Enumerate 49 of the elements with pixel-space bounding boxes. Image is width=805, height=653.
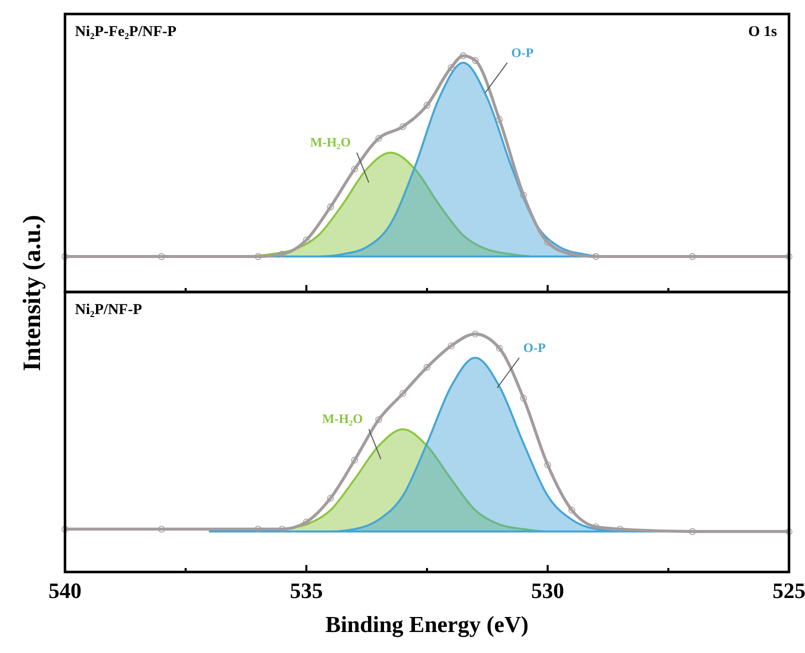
point	[424, 364, 430, 371]
point	[448, 64, 455, 71]
x-tick-label: 535	[290, 578, 323, 603]
point	[424, 102, 430, 109]
point	[460, 52, 467, 60]
point	[568, 506, 576, 514]
point	[520, 394, 527, 402]
point	[278, 526, 286, 533]
text: O-P	[511, 44, 534, 60]
point	[399, 123, 406, 130]
point	[158, 253, 165, 260]
point	[592, 253, 600, 260]
point	[375, 416, 382, 424]
point	[472, 330, 479, 338]
point	[327, 204, 334, 210]
point	[520, 192, 527, 199]
point	[689, 528, 696, 535]
point	[351, 166, 358, 173]
point	[327, 494, 334, 502]
point	[616, 526, 624, 533]
x-tick-label: 525	[772, 578, 805, 603]
point	[448, 342, 455, 350]
text: O-P	[523, 340, 546, 355]
point	[351, 456, 358, 464]
point	[592, 523, 600, 530]
point	[472, 57, 479, 64]
point	[302, 518, 310, 526]
y-axis-title: Intensity (a.u.)	[19, 214, 46, 372]
point	[254, 526, 262, 533]
point	[254, 253, 262, 260]
series-label: M-H₂O	[310, 134, 351, 150]
point	[375, 135, 382, 142]
point	[302, 236, 310, 244]
chart-title: Ni₂P-Fe₂P/NF-P	[75, 24, 176, 40]
point	[689, 253, 696, 260]
point	[496, 116, 503, 123]
series-label: M-H₂O	[322, 411, 363, 426]
x-tick-label: 530	[531, 578, 564, 603]
point	[158, 526, 165, 533]
chart-title: Ni₂P/NF-P	[75, 302, 142, 318]
point	[568, 250, 576, 258]
point	[399, 390, 406, 397]
point	[544, 462, 552, 468]
point	[544, 238, 552, 246]
point	[278, 250, 286, 258]
x-axis-title: Binding Energy (eV)	[325, 612, 529, 638]
point	[496, 344, 503, 352]
text: O 1s	[748, 24, 778, 40]
x-tick-label: 540	[48, 578, 82, 603]
